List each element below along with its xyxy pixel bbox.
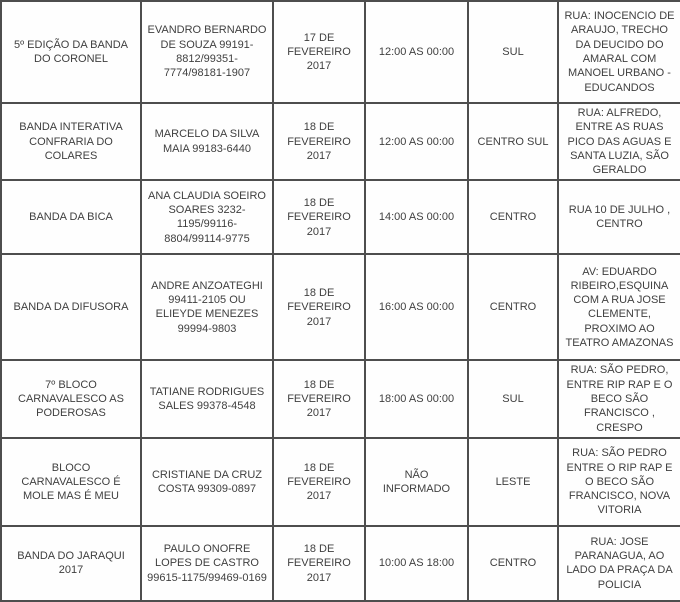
table-row: BANDA DA BICA ANA CLAUDIA SOEIRO SOARES 3…: [0, 179, 680, 256]
cell-time: NÃO INFORMADO: [364, 436, 469, 527]
cell-time: 16:00 AS 00:00: [364, 253, 469, 362]
cell-contact: EVANDRO BERNARDO DE SOUZA 99191-8812/993…: [140, 0, 274, 104]
cell-zone: LESTE: [467, 436, 559, 527]
table-row: BLOCO CARNAVALESCO É MOLE MAS É MEU CRIST…: [0, 436, 680, 527]
cell-date: 17 DE FEVEREIRO 2017: [272, 0, 366, 104]
cell-zone: SUL: [467, 0, 559, 104]
cell-time: 12:00 AS 00:00: [364, 101, 469, 182]
cell-address: AV: EDUARDO RIBEIRO,ESQUINA COM A RUA JO…: [557, 253, 680, 362]
cell-date: 18 DE FEVEREIRO 2017: [272, 524, 366, 602]
cell-name: BANDA DO JARAQUI 2017: [0, 524, 142, 602]
cell-contact: PAULO ONOFRE LOPES DE CASTRO 99615-1175/…: [140, 524, 274, 602]
cell-time: 14:00 AS 00:00: [364, 179, 469, 256]
table-row: 5º EDIÇÃO DA BANDA DO CORONEL EVANDRO BER…: [0, 0, 680, 104]
cell-address: RUA 10 DE JULHO , CENTRO: [557, 179, 680, 256]
cell-contact: CRISTIANE DA CRUZ COSTA 99309-0897: [140, 436, 274, 527]
cell-zone: SUL: [467, 359, 559, 439]
cell-date: 18 DE FEVEREIRO 2017: [272, 101, 366, 182]
cell-address: RUA: ALFREDO, ENTRE AS RUAS PICO DAS AGU…: [557, 101, 680, 182]
cell-name: BANDA DA DIFUSORA: [0, 253, 142, 362]
cell-address: RUA: INOCENCIO DE ARAUJO, TRECHO DA DEUC…: [557, 0, 680, 104]
cell-contact: TATIANE RODRIGUES SALES 99378-4548: [140, 359, 274, 439]
cell-name: BANDA DA BICA: [0, 179, 142, 256]
cell-time: 18:00 AS 00:00: [364, 359, 469, 439]
cell-zone: CENTRO: [467, 179, 559, 256]
cell-name: 5º EDIÇÃO DA BANDA DO CORONEL: [0, 0, 142, 104]
table-row: BANDA INTERATIVA CONFRARIA DO COLARES MAR…: [0, 101, 680, 182]
cell-date: 18 DE FEVEREIRO 2017: [272, 253, 366, 362]
cell-name: BLOCO CARNAVALESCO É MOLE MAS É MEU: [0, 436, 142, 527]
cell-date: 18 DE FEVEREIRO 2017: [272, 179, 366, 256]
table-row: 7º BLOCO CARNAVALESCO AS PODEROSAS TATIAN…: [0, 359, 680, 439]
cell-contact: MARCELO DA SILVA MAIA 99183-6440: [140, 101, 274, 182]
cell-zone: CENTRO SUL: [467, 101, 559, 182]
table-row: BANDA DO JARAQUI 2017 PAULO ONOFRE LOPES …: [0, 524, 680, 602]
table-row: BANDA DA DIFUSORA ANDRE ANZOATEGHI 99411-…: [0, 253, 680, 362]
cell-address: RUA: SÃO PEDRO ENTRE O RIP RAP E O BECO …: [557, 436, 680, 527]
cell-contact: ANA CLAUDIA SOEIRO SOARES 3232-1195/9911…: [140, 179, 274, 256]
cell-address: RUA: JOSE PARANAGUA, AO LADO DA PRAÇA DA…: [557, 524, 680, 602]
cell-date: 18 DE FEVEREIRO 2017: [272, 359, 366, 439]
cell-contact: ANDRE ANZOATEGHI 99411-2105 OU ELIEYDE M…: [140, 253, 274, 362]
cell-time: 12:00 AS 00:00: [364, 0, 469, 104]
cell-zone: CENTRO: [467, 253, 559, 362]
cell-name: BANDA INTERATIVA CONFRARIA DO COLARES: [0, 101, 142, 182]
cell-address: RUA: SÃO PEDRO, ENTRE RIP RAP E O BECO S…: [557, 359, 680, 439]
cell-zone: CENTRO: [467, 524, 559, 602]
cell-date: 18 DE FEVEREIRO 2017: [272, 436, 366, 527]
cell-name: 7º BLOCO CARNAVALESCO AS PODEROSAS: [0, 359, 142, 439]
cell-time: 10:00 AS 18:00: [364, 524, 469, 602]
